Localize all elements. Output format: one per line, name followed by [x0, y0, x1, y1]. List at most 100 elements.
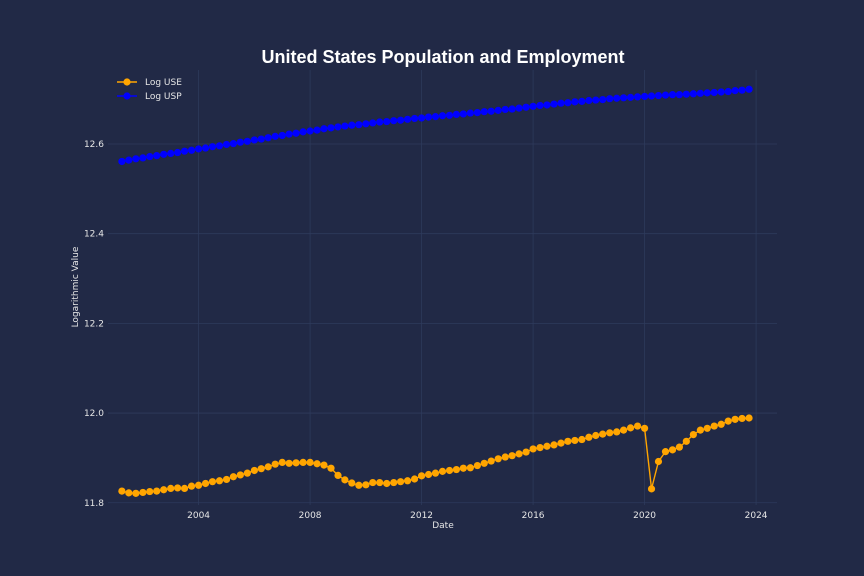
y-tick-label: 12.6: [84, 140, 104, 150]
data-point: [626, 93, 635, 101]
x-axis-label: Date: [432, 521, 454, 531]
data-point: [731, 87, 739, 95]
data-point: [369, 478, 377, 487]
legend-marker: [123, 92, 131, 100]
legend-label: Log USE: [145, 78, 182, 88]
x-tick-label: 2004: [187, 511, 210, 521]
data-point: [139, 488, 147, 497]
data-point: [501, 453, 509, 461]
data-point: [348, 121, 356, 129]
data-point: [327, 464, 335, 472]
data-point: [606, 429, 614, 437]
data-point: [550, 441, 558, 449]
data-point: [620, 426, 628, 434]
data-point: [153, 487, 161, 495]
data-point: [132, 155, 140, 163]
x-tick-label: 2020: [633, 511, 656, 521]
data-point: [285, 459, 293, 467]
data-point: [118, 157, 126, 166]
series-layer: [118, 85, 753, 497]
data-point: [571, 436, 579, 445]
data-point: [675, 443, 683, 451]
data-point: [522, 448, 530, 456]
legend: Log USE Log USP: [117, 78, 182, 102]
data-point: [424, 470, 433, 479]
data-point: [599, 430, 607, 438]
data-point: [620, 94, 628, 102]
data-point: [208, 143, 217, 151]
data-point: [299, 458, 307, 466]
data-point: [710, 422, 718, 430]
data-point: [390, 478, 398, 487]
y-tick-label: 12.2: [84, 319, 104, 329]
data-point: [257, 135, 265, 143]
data-point: [438, 467, 447, 475]
data-point: [215, 477, 224, 485]
data-point: [675, 91, 683, 99]
data-point: [445, 111, 454, 119]
data-point: [222, 475, 231, 484]
data-point: [480, 108, 488, 116]
data-point: [271, 132, 279, 140]
data-point: [334, 123, 342, 131]
data-point: [717, 88, 725, 96]
series-2: [118, 85, 753, 166]
y-tick-label: 11.8: [84, 499, 104, 509]
grid: [108, 70, 777, 505]
data-point: [452, 465, 460, 474]
data-point: [167, 149, 175, 158]
data-point: [194, 145, 203, 153]
data-point: [585, 433, 593, 441]
data-point: [306, 458, 314, 466]
data-point: [640, 424, 649, 432]
data-point: [543, 442, 551, 450]
data-point: [668, 446, 677, 454]
data-point: [738, 86, 746, 94]
data-point: [257, 465, 265, 473]
data-point: [724, 417, 732, 425]
data-point: [599, 96, 607, 104]
data-point: [383, 479, 391, 488]
data-point: [494, 106, 502, 114]
data-point: [557, 99, 565, 107]
data-point: [153, 152, 161, 160]
legend-marker: [123, 78, 131, 86]
data-point: [487, 107, 495, 115]
data-point: [578, 435, 586, 444]
y-axis-label: Logarithmic Value: [71, 246, 81, 327]
data-point: [529, 102, 537, 110]
data-point: [438, 112, 447, 120]
data-point: [633, 422, 642, 430]
legend-label: Log USP: [145, 92, 182, 102]
data-point: [661, 448, 670, 456]
data-point: [654, 91, 663, 100]
data-point: [696, 426, 704, 434]
data-point: [745, 414, 753, 422]
data-point: [717, 420, 725, 428]
data-point: [362, 120, 370, 128]
data-point: [208, 478, 217, 486]
x-tick-label: 2016: [522, 511, 545, 521]
data-point: [271, 460, 279, 468]
data-point: [194, 481, 203, 489]
data-point: [424, 113, 433, 121]
data-point: [536, 101, 544, 110]
data-point: [403, 115, 412, 123]
data-point: [250, 466, 258, 475]
data-point: [362, 481, 370, 489]
data-point: [613, 428, 621, 436]
data-point: [299, 128, 307, 136]
data-point: [564, 99, 572, 107]
data-point: [640, 92, 649, 101]
data-point: [243, 137, 251, 145]
data-point: [334, 471, 342, 479]
data-point: [731, 415, 739, 423]
data-point: [592, 431, 600, 440]
data-point: [682, 90, 690, 98]
data-point: [508, 452, 516, 460]
data-point: [146, 152, 154, 161]
data-point: [557, 439, 565, 447]
data-point: [327, 124, 335, 132]
data-point: [229, 139, 237, 148]
